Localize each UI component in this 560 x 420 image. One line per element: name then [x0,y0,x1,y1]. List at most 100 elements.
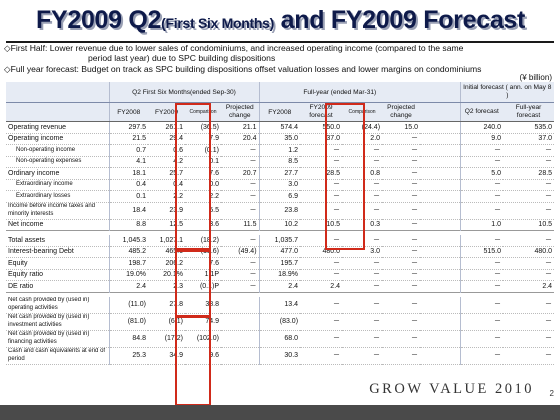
footer-bar [0,405,560,420]
value-cell: 1,045.3 [108,235,148,247]
value-cell: 34.9 [148,347,185,365]
separator-cell [460,230,504,235]
value-cell: － [300,330,343,348]
header-init-q2: Q2 forecast [459,102,504,122]
value-cell: (11.0) [108,296,148,314]
value-cell: 0.7 [108,144,148,157]
value-cell: (0.1) [185,144,221,157]
header-fy2009-forecast: FY2009 forecast [300,102,343,122]
header-fy2008b: FY2008 [258,102,301,122]
separator-cell [300,291,343,297]
value-cell: － [382,269,421,281]
value-cell: － [503,347,555,365]
value-cell: － [300,156,343,168]
section-separator [6,230,555,235]
value-cell: 2.2 [185,190,221,203]
value-cell: － [459,190,504,203]
value-cell: 0.0 [185,179,221,191]
value-cell: － [342,296,383,314]
value-cell: 30.3 [258,347,301,365]
value-cell: － [459,269,504,281]
header-blank-2 [6,102,109,122]
value-cell: － [459,313,504,331]
value-cell: － [459,330,504,348]
header-fy2009: FY2009 [148,102,185,122]
value-cell: － [459,347,504,365]
value-cell: － [382,347,421,365]
gap-cell [420,167,461,180]
value-cell: 535.0 [503,121,555,134]
unit-label: (¥ billion) [519,73,552,82]
value-cell: － [382,246,421,258]
separator-cell [185,230,221,235]
gap-cell [420,280,461,293]
value-cell: 2.4 [258,280,301,293]
value-cell: － [221,179,260,191]
value-cell: 21.5 [108,133,148,145]
header-gap-2 [420,102,461,122]
table-row: Ordinary income 18.1 25.7 7.6 20.7 27.7 28.5 0.… [6,167,555,180]
value-cell: － [221,257,260,270]
section-separator [6,291,555,297]
gap-cell [420,313,461,331]
value-cell: － [221,156,260,168]
value-cell: (0.1)P [185,280,221,293]
value-cell: － [382,167,421,180]
value-cell: － [503,235,555,247]
value-cell: 6.9 [258,190,301,203]
row-label: Net cash provided by (used in) financing… [6,330,109,348]
value-cell: － [300,179,343,191]
value-cell: 480.0 [503,246,555,258]
value-cell: － [382,235,421,247]
table-row: Cash and cash equivalents at end of peri… [6,347,555,365]
bullet-first-half: ◇First Half: Lower revenue due to lower … [4,43,464,53]
table-row: Extraordinary income 0.4 0.4 0.0 － 3.0 －－－－－ [6,179,555,191]
value-cell: － [300,190,343,203]
value-cell: － [382,313,421,331]
value-cell: (102.0) [185,330,221,348]
gap-cell [420,156,461,168]
separator-cell [6,230,109,235]
value-cell: － [382,156,421,168]
value-cell: 2.3 [148,280,185,293]
value-cell: 9.0 [459,133,504,145]
value-cell [221,296,260,314]
value-cell: 8.8 [108,219,148,231]
value-cell: 9.6 [185,347,221,365]
value-cell: － [300,235,343,247]
financial-table: Q2 First Six Months(ended Sep-30) Full-y… [6,82,555,365]
value-cell: － [503,330,555,348]
value-cell: － [382,219,421,231]
value-cell: － [342,144,383,157]
gap-cell [420,219,461,231]
value-cell: 261.1 [148,121,185,134]
gap-cell [420,190,461,203]
value-cell: 7.6 [185,257,221,270]
row-label: Extraordinary losses [6,190,109,203]
table-row: Income before income taxes and minority … [6,202,555,220]
value-cell: － [300,144,343,157]
row-label: Non-operating expenses [6,156,109,168]
value-cell: － [459,257,504,270]
header-initial-forecast: Initial forecast ( ann. on May 8 ) [459,82,555,103]
gap-cell [420,330,461,348]
table-row: Net cash provided by (used in) financing… [6,330,555,348]
row-label: DE ratio [6,280,109,293]
value-cell: (19.6) [185,246,221,258]
value-cell: 7.6 [185,167,221,180]
value-cell: － [221,144,260,157]
value-cell: － [459,144,504,157]
value-cell: 0.1 [108,190,148,203]
value-cell: 515.0 [459,246,504,258]
gap-cell [420,133,461,145]
table-row: Net cash provided by (used in) investmen… [6,313,555,331]
value-cell: － [503,269,555,281]
value-cell: － [342,156,383,168]
value-cell: 15.0 [382,121,421,134]
value-cell: 1.1P [185,269,221,281]
row-label: Operating income [6,133,109,145]
gap-cell [420,269,461,281]
value-cell: 2.4 [108,280,148,293]
separator-cell [503,230,555,235]
gap-cell [420,246,461,258]
